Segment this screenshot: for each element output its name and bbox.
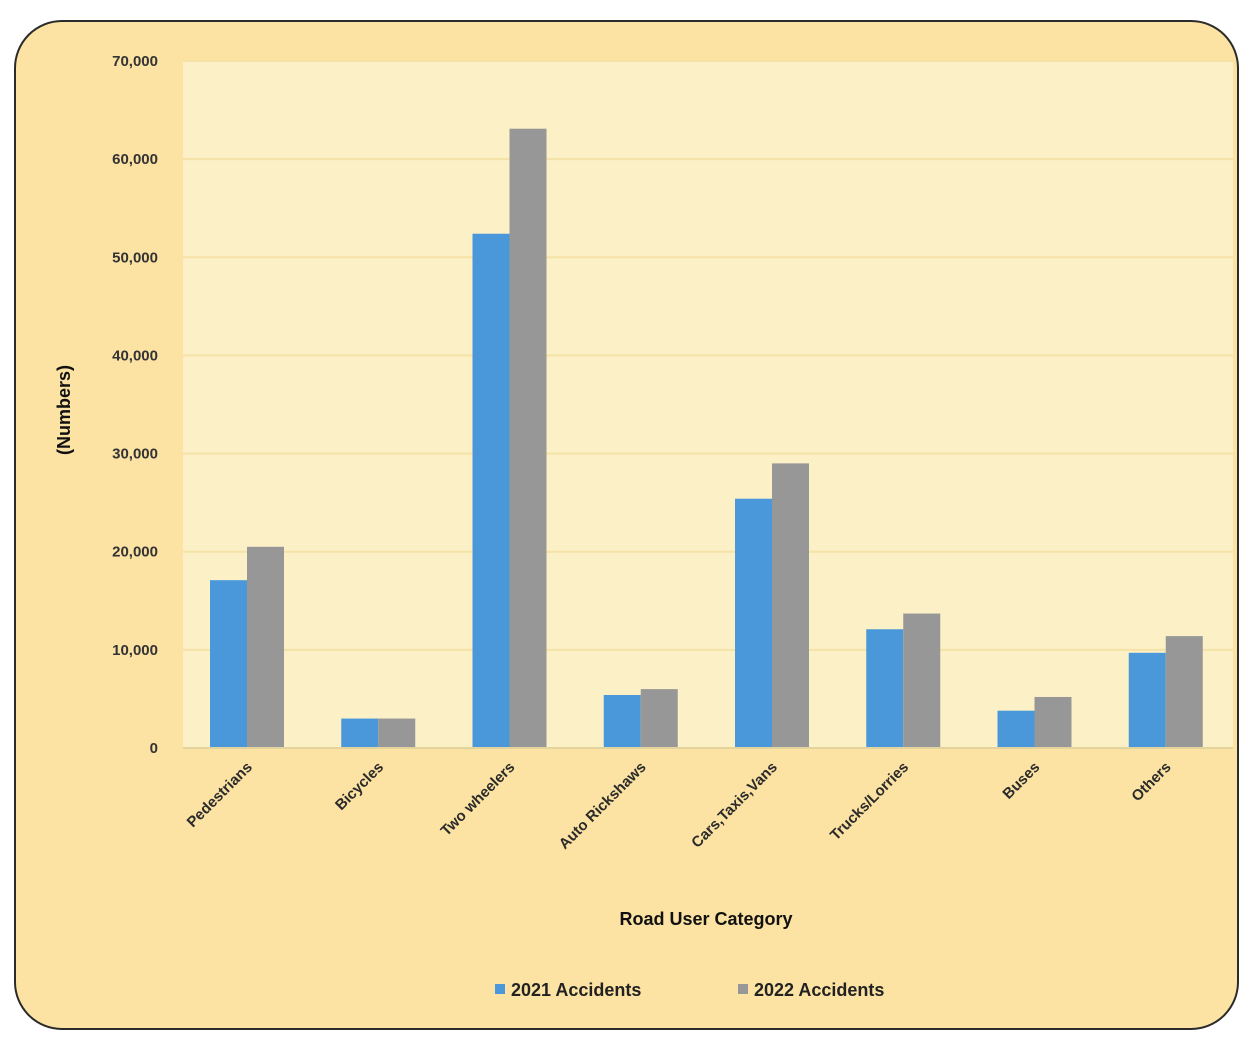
bar-2022 bbox=[509, 128, 547, 748]
x-category-label: Auto Rickshaws bbox=[556, 759, 650, 853]
bar-2021 bbox=[1128, 652, 1166, 748]
y-tick-label: 70,000 bbox=[112, 53, 158, 70]
x-category-label: Two wheelers bbox=[438, 759, 519, 840]
bar-2022 bbox=[247, 546, 284, 748]
x-axis-categories: Pedestrians Bicycles Two wheelers Auto Rick… bbox=[184, 759, 1175, 853]
plot-area bbox=[183, 61, 1233, 748]
bar-2021 bbox=[341, 718, 379, 748]
y-axis-title: (Numbers) bbox=[54, 365, 74, 455]
bar-2021 bbox=[997, 710, 1035, 748]
y-tick-label: 40,000 bbox=[112, 347, 158, 364]
bar-2021 bbox=[735, 498, 772, 748]
legend-label-2022: 2022 Accidents bbox=[754, 980, 884, 1000]
legend-label-2021: 2021 Accidents bbox=[511, 980, 641, 1000]
bar-2022 bbox=[903, 613, 941, 748]
bar-2021 bbox=[210, 580, 247, 748]
legend-swatch-2021 bbox=[495, 984, 505, 994]
x-category-label: Cars,Taxis,Vans bbox=[688, 759, 781, 852]
y-tick-label: 0 bbox=[150, 740, 158, 757]
y-tick-label: 20,000 bbox=[112, 544, 158, 561]
legend-swatch-2022 bbox=[738, 984, 748, 994]
bar-2022 bbox=[772, 463, 809, 748]
x-axis-title: Road User Category bbox=[619, 909, 792, 929]
bar-2021 bbox=[866, 629, 904, 748]
x-category-label: Buses bbox=[999, 759, 1043, 803]
y-axis-ticks: 0 10,000 20,000 30,000 40,000 50,000 60,000 70,… bbox=[112, 53, 158, 757]
bar-2022 bbox=[378, 718, 416, 748]
bar-2022 bbox=[1165, 636, 1203, 748]
legend: 2021 Accidents 2022 Accidents bbox=[495, 980, 884, 1000]
bar-2021 bbox=[603, 695, 641, 748]
x-category-label: Bicycles bbox=[332, 759, 387, 814]
x-category-label: Pedestrians bbox=[184, 759, 256, 831]
y-tick-label: 50,000 bbox=[112, 249, 158, 266]
x-category-label: Others bbox=[1128, 759, 1174, 805]
y-tick-label: 60,000 bbox=[112, 151, 158, 168]
bar-2021 bbox=[472, 233, 510, 748]
bar-2022 bbox=[1034, 696, 1072, 748]
y-tick-label: 30,000 bbox=[112, 446, 158, 463]
x-category-label: Trucks/Lorries bbox=[827, 759, 912, 844]
gridlines bbox=[183, 60, 1233, 651]
y-tick-label: 10,000 bbox=[112, 642, 158, 659]
bar-2022 bbox=[640, 689, 678, 748]
bars bbox=[210, 128, 1203, 748]
